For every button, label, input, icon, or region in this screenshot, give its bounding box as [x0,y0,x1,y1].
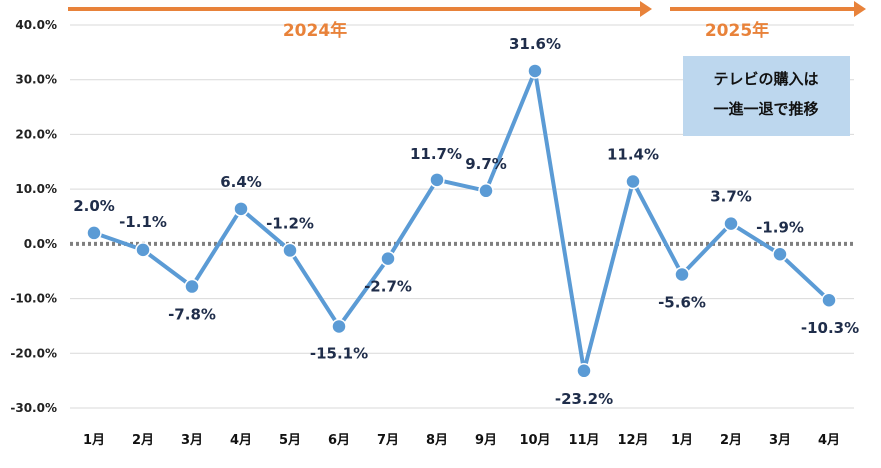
data-label: -2.7% [364,278,412,296]
data-label: 9.7% [465,155,507,173]
data-point [380,250,396,267]
data-label: 31.6% [509,35,561,53]
x-tick-label: 7月 [377,433,399,448]
data-labels: 2.0%-1.1% -7.8% 6.4% -1.2% -15.1% -2.7% 11.7%9… [73,35,859,408]
data-point [135,242,151,258]
data-label: -1.1% [119,213,167,231]
data-point [674,266,690,283]
x-tick-label: 1月 [671,433,693,448]
callout-background [683,56,850,136]
year-label: 2024年 [283,20,347,41]
data-label: -1.2% [266,214,314,232]
x-tick-label: 3月 [181,433,203,448]
data-series [86,63,837,379]
data-label: -7.8% [168,306,216,324]
x-tick-label: 6月 [328,433,350,448]
callout-text-line: 一進一退で推移 [713,100,818,118]
data-point [527,63,543,79]
data-point [772,246,788,263]
x-tick-label: 3月 [769,433,791,448]
year-arrow-head [640,1,652,17]
data-point [331,318,347,335]
x-tick-label: 8月 [426,433,448,448]
data-label: 6.4% [220,173,262,191]
year-arrow-head [854,1,866,17]
data-label: -1.9% [756,218,804,236]
data-label: 11.4% [607,145,659,163]
x-tick-label: 4月 [230,433,252,448]
data-point [478,183,494,199]
data-label: 3.7% [710,188,752,206]
data-point [429,172,445,188]
x-axis-ticks: 1月 2月 3月 4月 5月 6月 7月 8月 9月 10月 11月 12月 1月 2月 3月 4月 [83,433,840,448]
x-tick-label: 1月 [83,433,105,448]
data-point [821,292,837,308]
data-label: -5.6% [658,293,706,311]
data-point [233,201,249,217]
y-tick-label: 10.0% [15,182,57,196]
data-label: 2.0% [73,197,115,215]
data-label: -23.2% [555,390,613,408]
year-label: 2025年 [705,20,769,41]
data-point [86,225,102,241]
x-tick-label: 2月 [720,433,742,448]
x-tick-label: 4月 [818,433,840,448]
x-tick-label: 9月 [475,433,497,448]
x-tick-label: 10月 [519,433,550,448]
y-tick-label: 20.0% [15,127,57,141]
data-point [625,173,641,190]
y-tick-label: 40.0% [15,18,57,32]
x-tick-label: 2月 [132,433,154,448]
data-label: -10.3% [801,319,859,337]
gridlines [70,24,854,409]
y-tick-label: 30.0% [15,73,57,87]
y-tick-label: 0.0% [24,237,57,251]
data-point [576,363,592,379]
series-line [93,68,831,373]
y-tick-label: -30.0% [10,401,57,415]
y-tick-label: -10.0% [10,292,57,306]
data-label: -15.1% [310,344,368,362]
data-point [723,215,739,232]
data-point [184,278,200,295]
x-tick-label: 5月 [279,433,301,448]
x-tick-label: 12月 [617,433,648,448]
data-label: 11.7% [410,145,462,163]
callout-text-line: テレビの購入は [713,70,818,88]
year-arrows: 2024年 2025年 [68,1,866,41]
y-tick-label: -20.0% [10,346,57,360]
x-tick-label: 11月 [568,433,599,448]
data-point [282,242,298,259]
y-axis-ticks: 40.0% 30.0% 20.0% 10.0% 0.0% -10.0% -20.0% -30.… [10,18,57,415]
